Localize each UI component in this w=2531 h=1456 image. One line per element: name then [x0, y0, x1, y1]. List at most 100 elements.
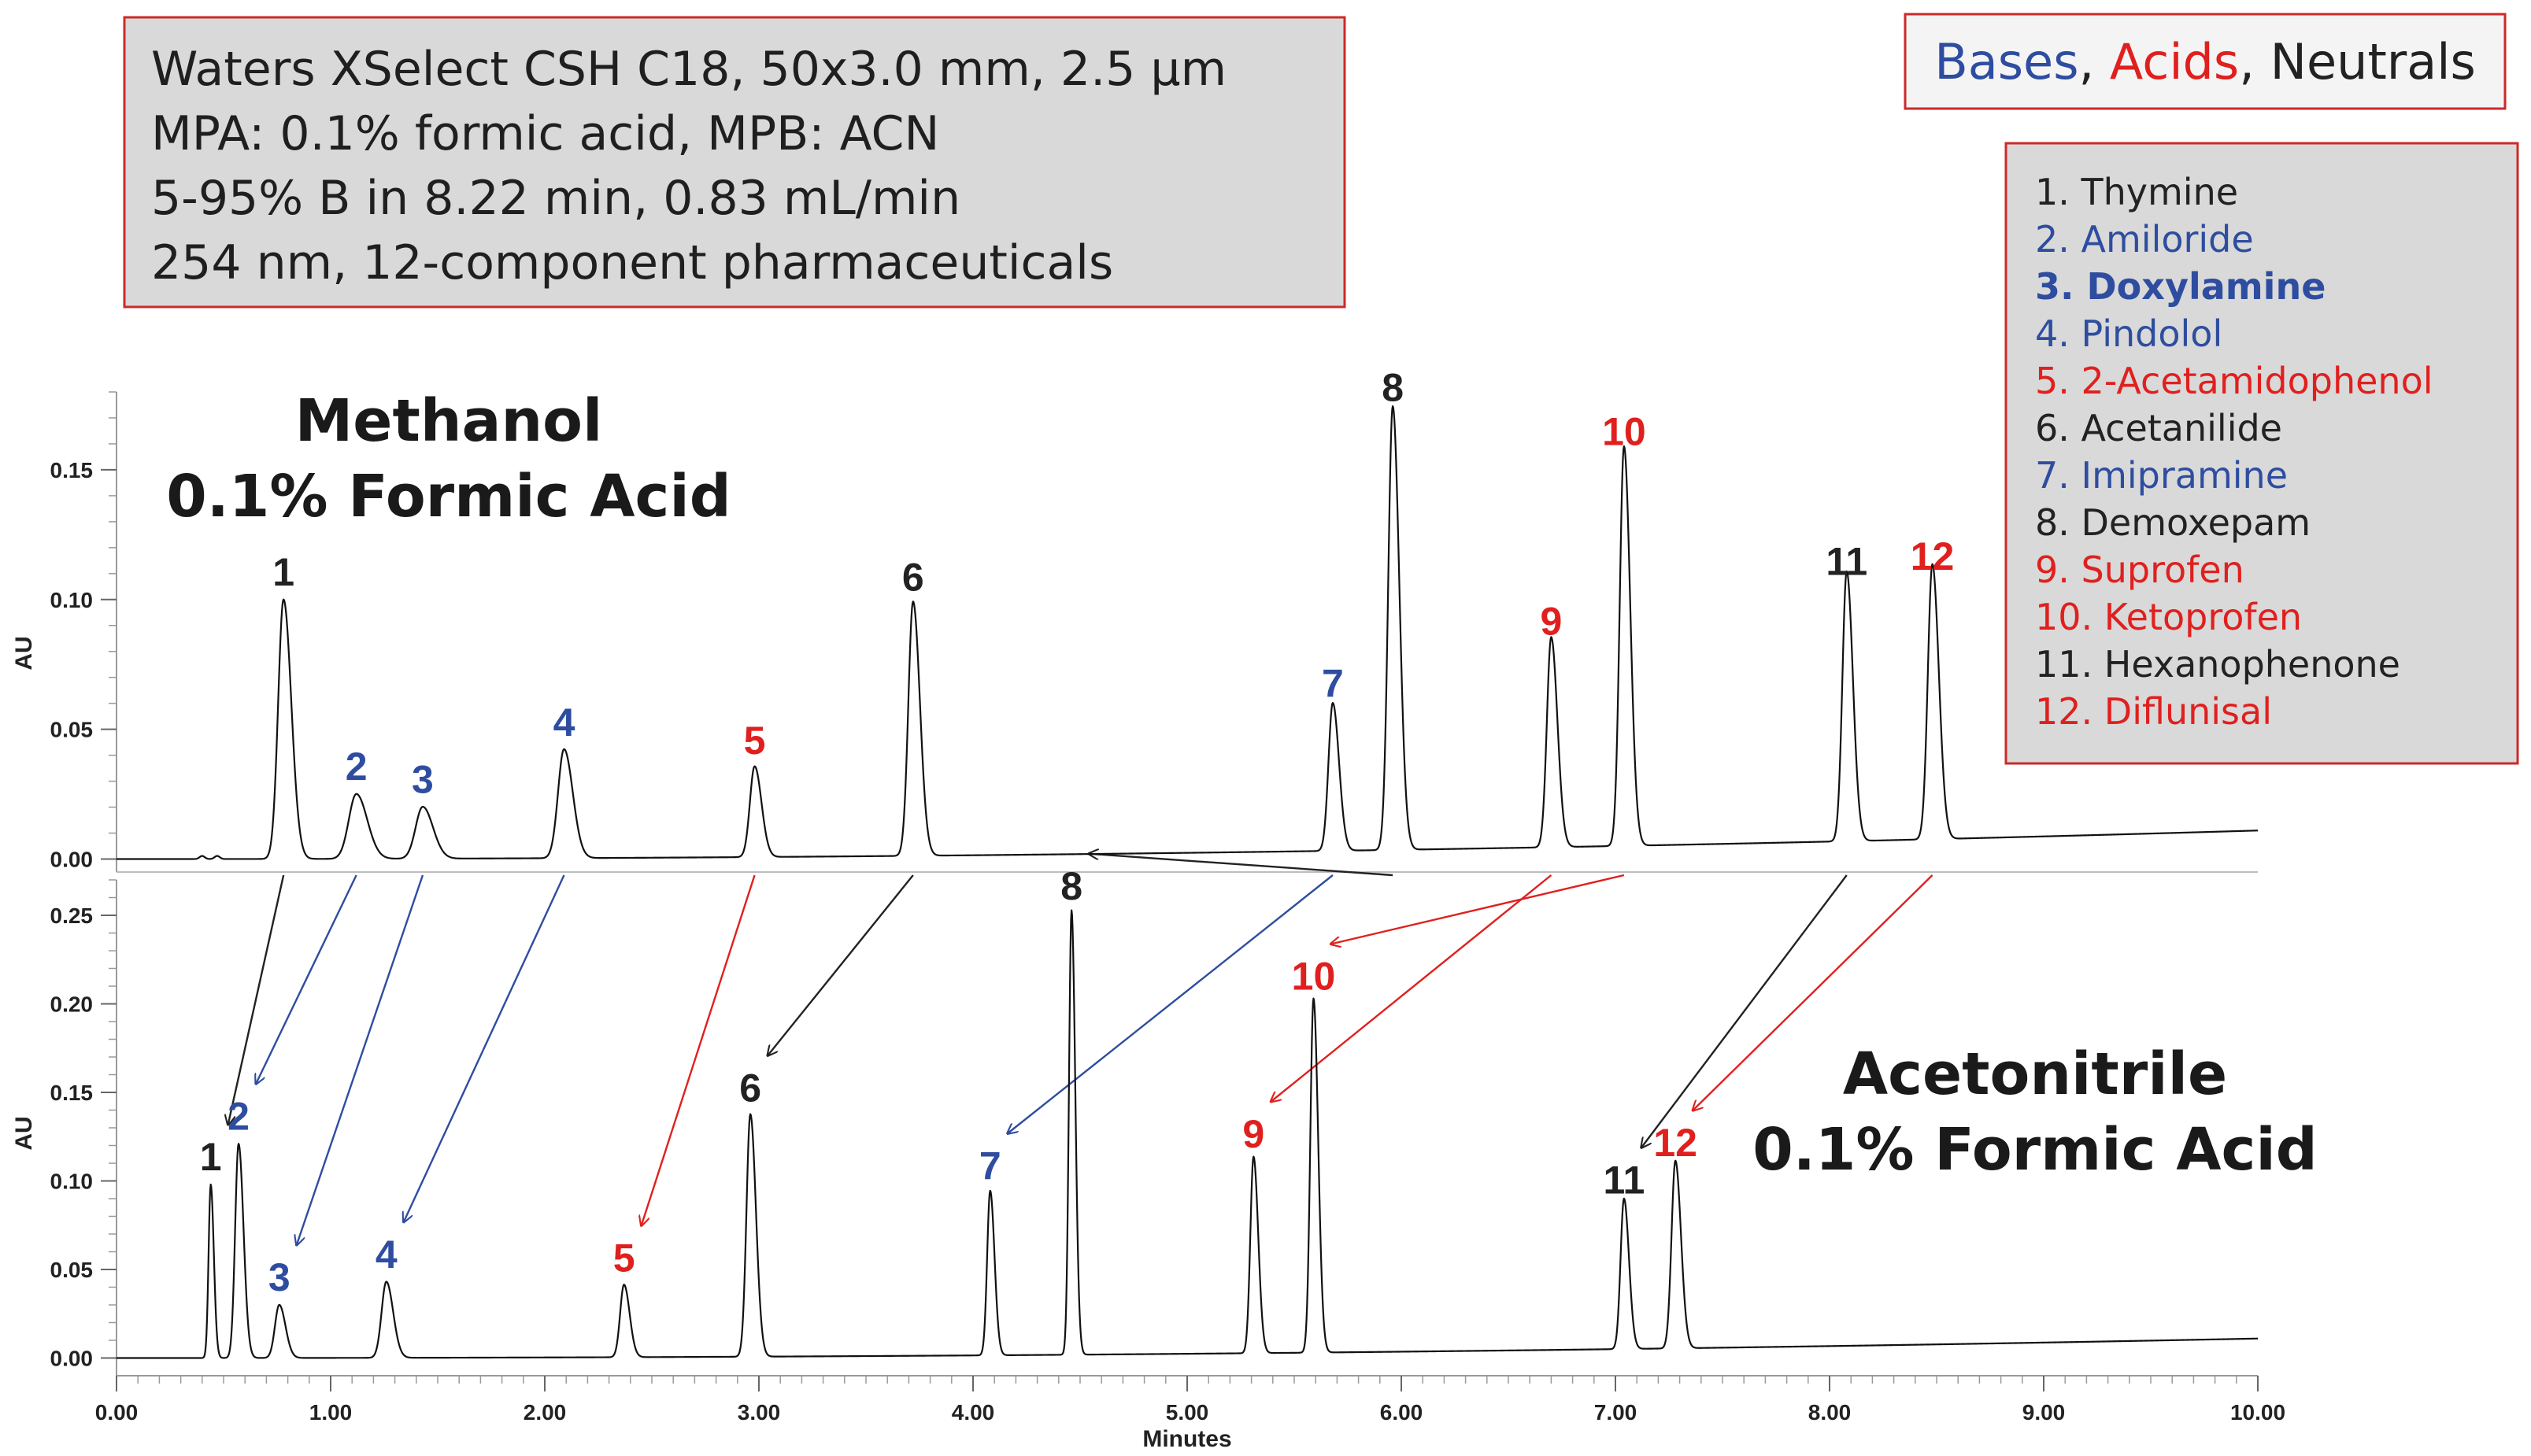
class-legend-item: Acids: [2110, 33, 2239, 91]
correspondence-arrow-11: [1641, 874, 1848, 1147]
compound-legend-item: 5. 2-Acetamidophenol: [2035, 360, 2433, 402]
chromatogram-panel-1: 0.00 0.05 0.10 0.15 AU: [11, 391, 117, 872]
x-tick-label: 9.00: [2022, 1400, 2066, 1425]
peak-label-11: 11: [1603, 1158, 1645, 1202]
peak-label-9: 9: [1242, 1112, 1264, 1156]
peak-label-9: 9: [1540, 599, 1562, 643]
x-tick-label: 3.00: [738, 1400, 781, 1425]
compound-legend-item: 9. Suprofen: [2035, 549, 2244, 591]
correspondence-arrow-3: [297, 874, 424, 1245]
peak-label-7: 7: [1322, 662, 1344, 706]
y-axis-label: AU: [11, 636, 37, 670]
peak-label-8: 8: [1060, 864, 1082, 908]
correspondence-arrow-5: [642, 874, 756, 1225]
peak-label-2: 2: [228, 1094, 250, 1138]
y-tick-label: 0.10: [50, 1170, 94, 1194]
peak-label-10: 10: [1292, 955, 1336, 999]
conditions-line: 5-95% B in 8.22 min, 0.83 mL/min: [151, 171, 960, 226]
correspondence-arrow-4: [404, 874, 565, 1222]
chromatogram-panel-2: 0.00 0.05 0.10 0.15 0.20 0.25 AU 0.00 1.00 2.00 3.…: [11, 879, 2285, 1452]
x-tick-label: 5.00: [1166, 1400, 1209, 1425]
y-tick-label: 0.00: [50, 1347, 94, 1371]
class-legend-item: ,: [2079, 33, 2110, 91]
compound-legend-item: 10. Ketoprofen: [2035, 596, 2302, 638]
class-legend-item: Neutrals: [2270, 33, 2476, 91]
peak-label-12: 12: [1653, 1121, 1697, 1165]
peak-label-1: 1: [200, 1135, 222, 1179]
chromatogram-trace-2: [116, 909, 2259, 1359]
peak-correspondence-arrows: [228, 854, 1933, 1245]
x-tick-label: 2.00: [524, 1400, 567, 1425]
class-legend: Bases, Acids, Neutrals: [1904, 13, 2507, 110]
compound-legend-item: 4. Pindolol: [2035, 312, 2222, 355]
x-tick-label: 10.00: [2230, 1400, 2285, 1425]
x-tick-label: 0.00: [95, 1400, 139, 1425]
panel-title-line: 0.1% Formic Acid: [166, 463, 731, 530]
conditions-line: Waters XSelect CSH C18, 50x3.0 mm, 2.5 µ…: [151, 42, 1227, 97]
peak-label-4: 4: [376, 1232, 398, 1277]
correspondence-arrow-10: [1330, 874, 1625, 944]
class-legend-frame: [1904, 13, 2507, 110]
peak-label-12: 12: [1911, 534, 1955, 578]
x-tick-label: 1.00: [309, 1400, 353, 1425]
peak-label-6: 6: [902, 555, 924, 599]
correspondence-arrow-12: [1693, 874, 1933, 1110]
compound-legend-item: 11. Hexanophenone: [2035, 643, 2400, 686]
x-tick-label: 7.00: [1594, 1400, 1637, 1425]
correspondence-arrow-6: [768, 874, 914, 1055]
y-tick-label: 0.00: [50, 848, 94, 872]
conditions-box-frame: [123, 16, 1346, 309]
compound-legend-frame: [2004, 142, 2519, 765]
peak-label-4: 4: [553, 700, 575, 745]
panel-title-line: Methanol: [295, 387, 603, 455]
peak-label-5: 5: [613, 1236, 635, 1280]
compound-legend-item: 7. Imipramine: [2035, 454, 2288, 497]
x-tick-label: 4.00: [952, 1400, 995, 1425]
x-tick-label: 8.00: [1808, 1400, 1852, 1425]
class-legend-text: Bases, Acids, Neutrals: [1934, 33, 2476, 91]
correspondence-arrow-1: [228, 874, 285, 1125]
peak-label-5: 5: [744, 719, 766, 763]
conditions-box: Waters XSelect CSH C18, 50x3.0 mm, 2.5 µ…: [123, 16, 1346, 309]
compound-legend-item: 3. Doxylamine: [2035, 265, 2326, 308]
peak-label-3: 3: [268, 1255, 290, 1299]
x-axis-label: Minutes: [1142, 1426, 1231, 1452]
compound-legend-item: 1. Thymine: [2035, 171, 2238, 213]
axes-layer: 0.000.050.100.15AU0.000.050.100.150.200.…: [11, 391, 2285, 1452]
correspondence-arrow-7: [1008, 874, 1334, 1133]
chromatogram-trace-1: [116, 405, 2259, 860]
x-tick-label: 6.00: [1380, 1400, 1423, 1425]
conditions-line: MPA: 0.1% formic acid, MPB: ACN: [151, 106, 939, 161]
y-tick-label: 0.20: [50, 992, 94, 1017]
y-tick-label: 0.05: [50, 1258, 94, 1282]
chromatogram-traces: [116, 405, 2259, 1359]
y-tick-label: 0.05: [50, 718, 94, 742]
correspondence-arrow-2: [256, 874, 357, 1084]
compound-legend-item: 6. Acetanilide: [2035, 407, 2282, 449]
class-legend-item: Bases: [1934, 33, 2078, 91]
peak-label-10: 10: [1602, 410, 1646, 454]
peak-label-2: 2: [346, 745, 368, 789]
panel-title-line: Acetonitrile: [1843, 1040, 2227, 1108]
panel-title-line: 0.1% Formic Acid: [1752, 1116, 2317, 1184]
compound-legend-item: 8. Demoxepam: [2035, 501, 2311, 544]
peak-label-11: 11: [1826, 540, 1867, 584]
y-tick-label: 0.10: [50, 588, 94, 612]
peak-label-6: 6: [739, 1066, 761, 1110]
correspondence-arrow-9: [1271, 874, 1552, 1102]
peak-label-7: 7: [979, 1144, 1001, 1188]
class-legend-item: ,: [2239, 33, 2270, 91]
peak-label-1: 1: [272, 550, 294, 594]
annotation-layer: Methanol 0.1% Formic Acid Acetonitrile 0.1%…: [123, 13, 2519, 1184]
compound-legend-item: 2. Amiloride: [2035, 218, 2254, 261]
y-tick-label: 0.15: [50, 458, 94, 482]
peak-label-3: 3: [412, 758, 434, 802]
correspondence-arrow-8: [1089, 854, 1393, 877]
y-tick-label: 0.25: [50, 904, 94, 928]
y-tick-label: 0.15: [50, 1081, 94, 1105]
y-axis-label: AU: [11, 1116, 37, 1150]
peak-label-8: 8: [1382, 366, 1404, 410]
